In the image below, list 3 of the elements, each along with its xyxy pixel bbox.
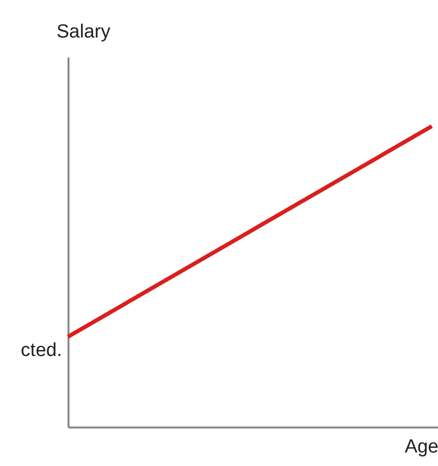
annotation: cted. — [20, 340, 62, 361]
y-axis-title: Salary — [56, 22, 111, 42]
x-axis-title: Age — [404, 436, 438, 458]
